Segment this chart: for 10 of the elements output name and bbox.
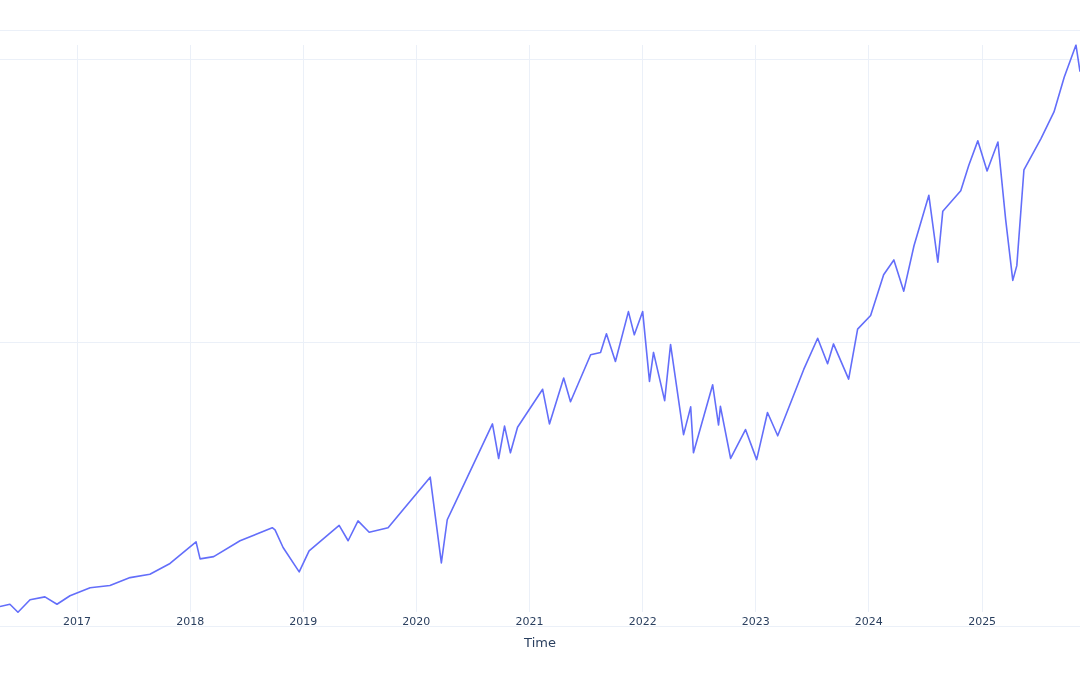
x-tick-label: 2018 (176, 614, 205, 628)
x-axis-title: Time (523, 634, 556, 650)
x-tick-label: 2017 (63, 614, 92, 628)
x-tick-label: 2019 (289, 614, 318, 628)
x-tick-label: 2020 (402, 614, 431, 628)
x-tick-label: 2025 (968, 614, 997, 628)
x-tick-label: 2021 (515, 614, 544, 628)
x-tick-label: 2022 (628, 614, 657, 628)
x-tick-label: 2024 (854, 614, 883, 628)
x-tick-label: 2023 (741, 614, 770, 628)
